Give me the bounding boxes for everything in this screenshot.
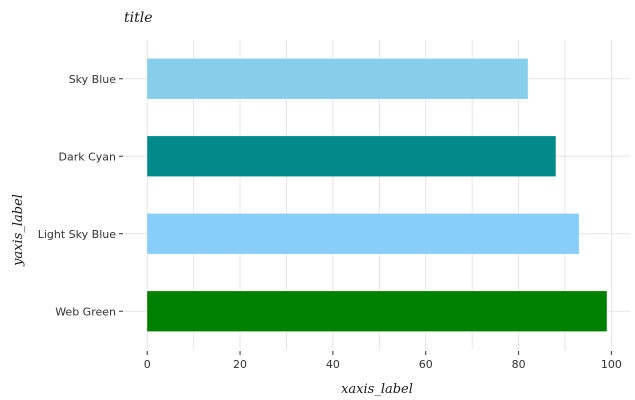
bar-light-sky-blue [147, 213, 579, 254]
bar-dark-cyan [147, 136, 556, 177]
bar-web-green [147, 291, 607, 332]
x-tick-label: 60 [419, 358, 433, 371]
y-tick-label: Light Sky Blue [38, 228, 116, 241]
x-tick-label: 100 [601, 358, 622, 371]
y-tick-label: Web Green [55, 305, 116, 318]
x-tick-label: 40 [326, 358, 340, 371]
x-axis-label: xaxis_label [341, 382, 413, 397]
x-axis-ticks: 0 20 40 60 80 100 [144, 351, 622, 371]
y-tick-label: Sky Blue [69, 73, 117, 86]
bars [147, 58, 607, 332]
y-axis-ticks: Web Green Light Sky Blue Dark Cyan Sky Blue [38, 73, 123, 318]
x-tick-label: 0 [144, 358, 151, 371]
y-tick-label: Dark Cyan [58, 150, 116, 163]
bar-sky-blue [147, 58, 528, 99]
x-tick-label: 20 [233, 358, 247, 371]
chart-title: title [124, 10, 153, 26]
x-tick-label: 80 [512, 358, 526, 371]
y-axis-label: yaxis_label [11, 194, 26, 267]
